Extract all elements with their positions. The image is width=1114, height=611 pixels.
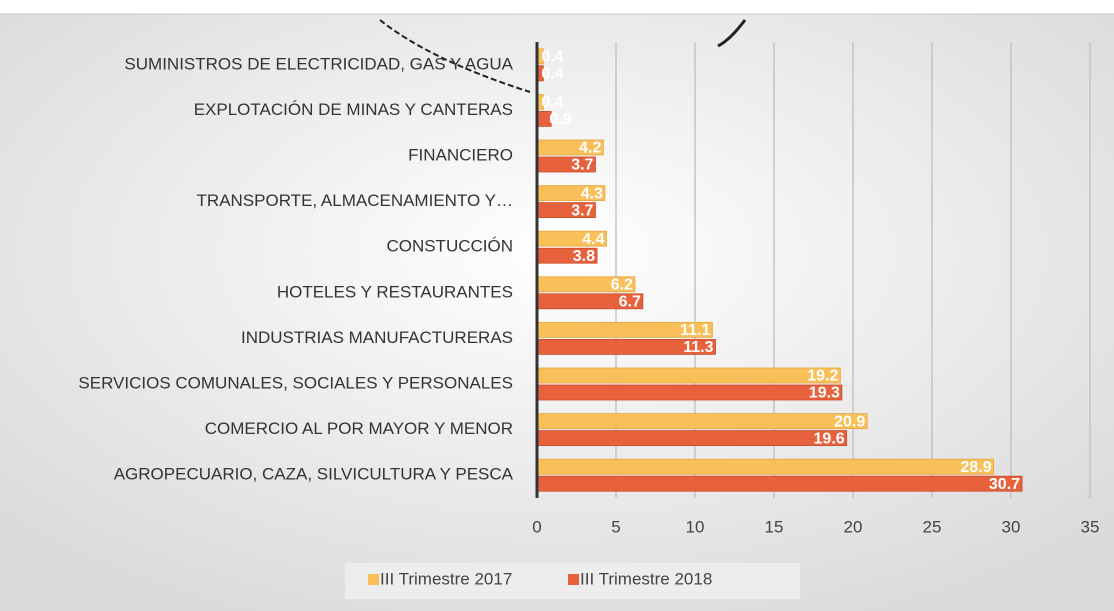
- x-tick-label: 30: [1002, 517, 1021, 536]
- value-label: 0.4: [541, 94, 563, 111]
- legend-label: III Trimestre 2018: [580, 569, 712, 588]
- value-label: 19.6: [814, 430, 845, 447]
- y-tick-label: HOTELES Y RESTAURANTES: [277, 282, 513, 301]
- decoration: [379, 19, 531, 93]
- value-label: 3.8: [573, 248, 595, 265]
- value-label: 4.3: [581, 185, 603, 202]
- bar: [536, 475, 1023, 492]
- value-label: 19.3: [809, 385, 840, 402]
- y-tick-label: FINANCIERO: [408, 145, 513, 164]
- x-tick-label: 25: [923, 517, 942, 536]
- value-label: 28.9: [960, 459, 991, 476]
- x-tick-label: 5: [611, 517, 620, 536]
- x-tick-label: 20: [844, 517, 863, 536]
- value-label: 19.2: [807, 368, 838, 385]
- value-label: 0.4: [541, 49, 563, 66]
- bar: [536, 430, 848, 447]
- value-label: 0.4: [541, 66, 563, 83]
- legend-swatch: [568, 574, 579, 585]
- y-tick-label: COMERCIO AL POR MAYOR Y MENOR: [205, 419, 513, 438]
- value-label: 4.2: [579, 140, 601, 157]
- value-label: 4.4: [582, 231, 604, 248]
- value-label: 6.7: [619, 294, 641, 311]
- y-tick-label: EXPLOTACIÓN DE MINAS Y CANTERAS: [194, 100, 513, 119]
- legend-label: III Trimestre 2017: [380, 569, 512, 588]
- bar: [536, 413, 868, 430]
- x-tick-label: 0: [532, 517, 541, 536]
- bar: [536, 384, 843, 401]
- value-label: 3.7: [571, 157, 593, 174]
- y-tick-label: SUMINISTROS DE ELECTRICIDAD, GAS Y AGUA: [124, 54, 513, 73]
- bar: [536, 367, 841, 384]
- value-label: 0.9: [549, 111, 571, 128]
- x-tick-label: 35: [1081, 517, 1100, 536]
- bar: [536, 458, 995, 475]
- value-label: 3.7: [571, 202, 593, 219]
- y-tick-label: CONSTUCCIÓN: [386, 237, 513, 256]
- background: [0, 14, 1114, 611]
- value-label: 11.1: [680, 322, 710, 339]
- decoration: [717, 19, 747, 48]
- x-tick-label: 10: [686, 517, 705, 536]
- legend-swatch: [368, 574, 379, 585]
- x-tick-label: 15: [765, 517, 784, 536]
- value-label: 11.3: [683, 339, 713, 356]
- y-tick-label: SERVICIOS COMUNALES, SOCIALES Y PERSONAL…: [78, 373, 513, 392]
- value-label: 6.2: [611, 277, 633, 294]
- value-label: 30.7: [989, 476, 1020, 493]
- value-label: 20.9: [834, 413, 865, 430]
- y-tick-label: AGROPECUARIO, CAZA, SILVICULTURA Y PESCA: [114, 465, 514, 484]
- y-tick-label: TRANSPORTE, ALMACENAMIENTO Y…: [197, 191, 513, 210]
- y-tick-label: INDUSTRIAS MANUFACTURERAS: [241, 328, 513, 347]
